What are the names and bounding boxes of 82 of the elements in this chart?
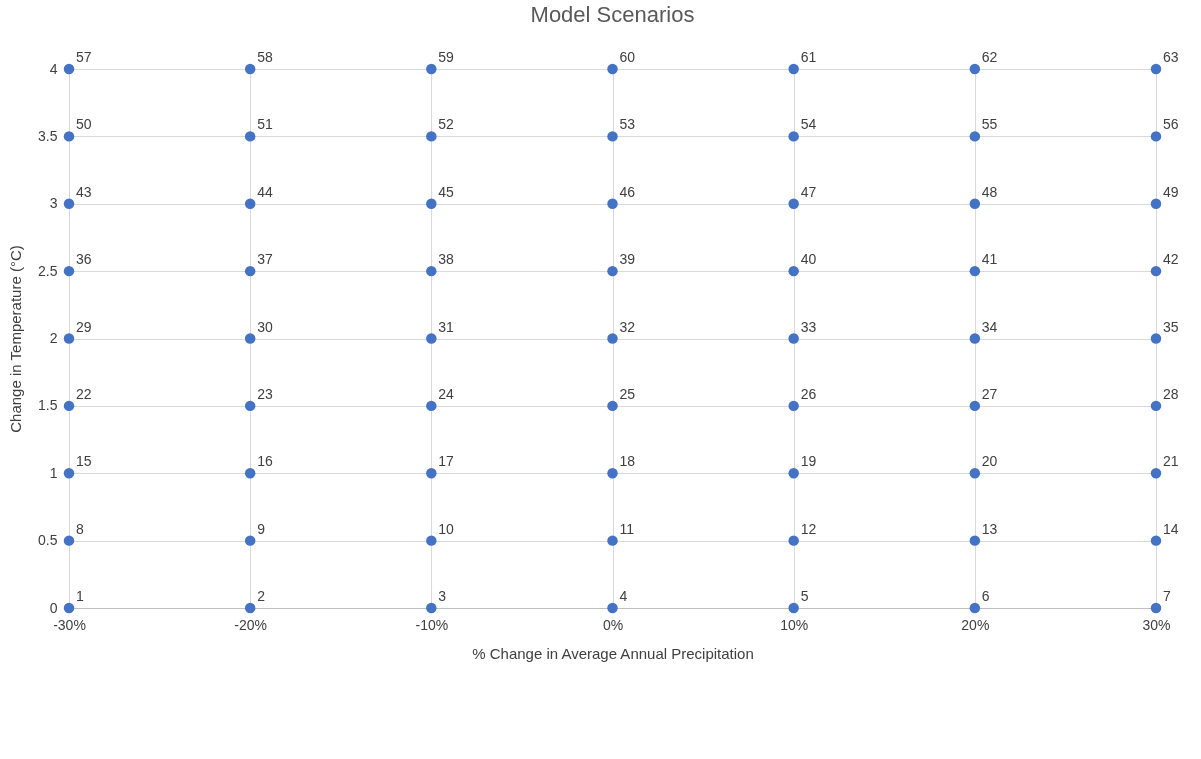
annotation: 38	[438, 251, 455, 268]
annotation: 33	[800, 318, 817, 335]
y-tick-label: 2.5	[38, 262, 58, 279]
annotation: 57	[76, 49, 92, 65]
annotation: 43	[76, 183, 92, 200]
annotation: 29	[76, 318, 92, 335]
x-axis-title: % Change in Average Annual Precipitation	[472, 644, 754, 662]
annotation: 7	[1163, 588, 1171, 604]
x-tick-label: 0%	[602, 616, 624, 633]
annotation: 25	[619, 385, 636, 402]
y-tick-label: 2	[49, 330, 58, 346]
annotation: 56	[1163, 116, 1179, 133]
annotation: 63	[1163, 49, 1179, 65]
annotation: 52	[438, 116, 455, 133]
annotation: 55	[981, 116, 998, 133]
annotation: 41	[981, 251, 998, 268]
y-tick-label: 3.5	[38, 127, 58, 144]
annotation: 53	[619, 116, 636, 133]
annotation: 13	[981, 520, 998, 537]
y-tick-label: 0	[49, 599, 58, 616]
y-tick-label: 1	[49, 464, 58, 481]
annotation: 22	[76, 385, 92, 402]
annotation: 31	[438, 318, 455, 335]
annotation: 19	[800, 453, 817, 470]
chart-title: Model Scenarios	[530, 2, 695, 27]
annotation: 36	[76, 251, 92, 268]
annotation: 32	[619, 318, 636, 335]
annotation: 58	[257, 49, 273, 65]
x-tick-label: 10%	[780, 616, 809, 633]
annotation: 6	[981, 588, 990, 604]
annotation: 40	[800, 251, 817, 268]
annotation: 44	[257, 183, 273, 200]
annotation: 39	[619, 251, 636, 268]
annotation: 9	[257, 520, 266, 537]
annotation: 61	[800, 49, 817, 65]
annotation: 30	[257, 318, 273, 335]
annotation: 50	[76, 116, 92, 133]
annotation: 24	[438, 385, 455, 402]
annotation: 11	[619, 520, 635, 537]
annotation: 62	[981, 49, 998, 65]
annotation: 20	[981, 453, 998, 470]
annotation: 37	[257, 251, 273, 268]
annotation: 60	[619, 49, 636, 65]
annotation: 10	[438, 520, 455, 537]
annotation: 49	[1163, 183, 1179, 200]
annotation: 5	[800, 588, 809, 604]
x-tick-label: -20%	[234, 616, 268, 633]
y-tick-label: 0.5	[38, 532, 58, 549]
y-axis-title: Change in Temperature (°C)	[7, 245, 25, 433]
annotation: 28	[1163, 385, 1179, 402]
annotation: 15	[76, 453, 92, 470]
x-tick-label: -10%	[415, 616, 449, 633]
annotation: 21	[1163, 453, 1179, 470]
annotation: 54	[800, 116, 817, 133]
annotation: 2	[257, 588, 266, 604]
annotation: 1	[76, 588, 84, 604]
annotation: 17	[438, 453, 455, 470]
annotation: 45	[438, 183, 455, 200]
annotation: 35	[1163, 318, 1179, 335]
annotation: 27	[981, 385, 998, 402]
annotation: 48	[981, 183, 998, 200]
y-tick-label: 1.5	[38, 397, 58, 414]
x-tick-label: -30%	[53, 616, 86, 633]
y-tick-label: 4	[49, 60, 58, 77]
annotation: 12	[800, 520, 817, 537]
annotation: 18	[619, 453, 636, 470]
annotation: 51	[257, 116, 273, 133]
annotation: 3	[438, 588, 447, 604]
annotation: 14	[1163, 520, 1179, 537]
annotation: 47	[800, 183, 817, 200]
annotation: 46	[619, 183, 636, 200]
y-tick-label: 3	[49, 195, 58, 212]
annotation: 42	[1163, 251, 1179, 268]
annotation: 4	[619, 588, 628, 604]
annotation: 23	[257, 385, 273, 402]
annotation: 26	[800, 385, 817, 402]
annotation: 16	[257, 453, 273, 470]
x-tick-label: 30%	[1142, 616, 1171, 633]
x-tick-label: 20%	[961, 616, 990, 633]
annotation: 59	[438, 49, 455, 65]
annotation: 8	[76, 520, 84, 537]
annotation: 34	[981, 318, 998, 335]
